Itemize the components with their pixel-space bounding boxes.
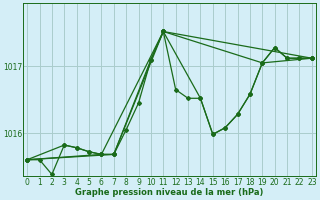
X-axis label: Graphe pression niveau de la mer (hPa): Graphe pression niveau de la mer (hPa)	[75, 188, 264, 197]
